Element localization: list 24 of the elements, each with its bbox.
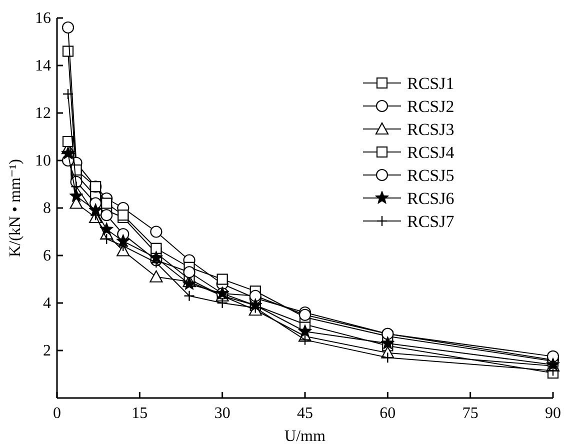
y-tick-label: 12 [35, 105, 51, 122]
x-tick-label: 15 [132, 405, 148, 422]
legend-label: RCSJ1 [407, 74, 454, 93]
x-tick-label: 60 [380, 405, 396, 422]
x-tick-label: 90 [545, 405, 561, 422]
legend-label: RCSJ2 [407, 97, 454, 116]
y-axis-title: K/(kN • mm⁻¹) [7, 159, 24, 257]
y-tick-label: 16 [35, 10, 51, 27]
y-tick-label: 6 [43, 248, 51, 264]
legend-label: RCSJ4 [407, 143, 455, 162]
y-tick-label: 10 [35, 152, 51, 170]
y-tick-label: 8 [43, 200, 51, 217]
y-tick-label: 2 [43, 342, 51, 360]
y-tick-label: 4 [43, 295, 51, 312]
x-tick-label: 45 [297, 405, 313, 422]
legend-label: RCSJ3 [407, 120, 454, 139]
legend-label: RCSJ5 [407, 166, 454, 185]
x-tick-label: 0 [53, 405, 61, 422]
x-tick-label: 75 [462, 405, 478, 422]
legend-label: RCSJ6 [407, 189, 454, 208]
y-tick-label: 14 [35, 58, 51, 74]
x-axis-title: U/mm [284, 428, 326, 445]
legend-label: RCSJ7 [407, 212, 455, 231]
x-tick-label: 30 [214, 405, 230, 422]
